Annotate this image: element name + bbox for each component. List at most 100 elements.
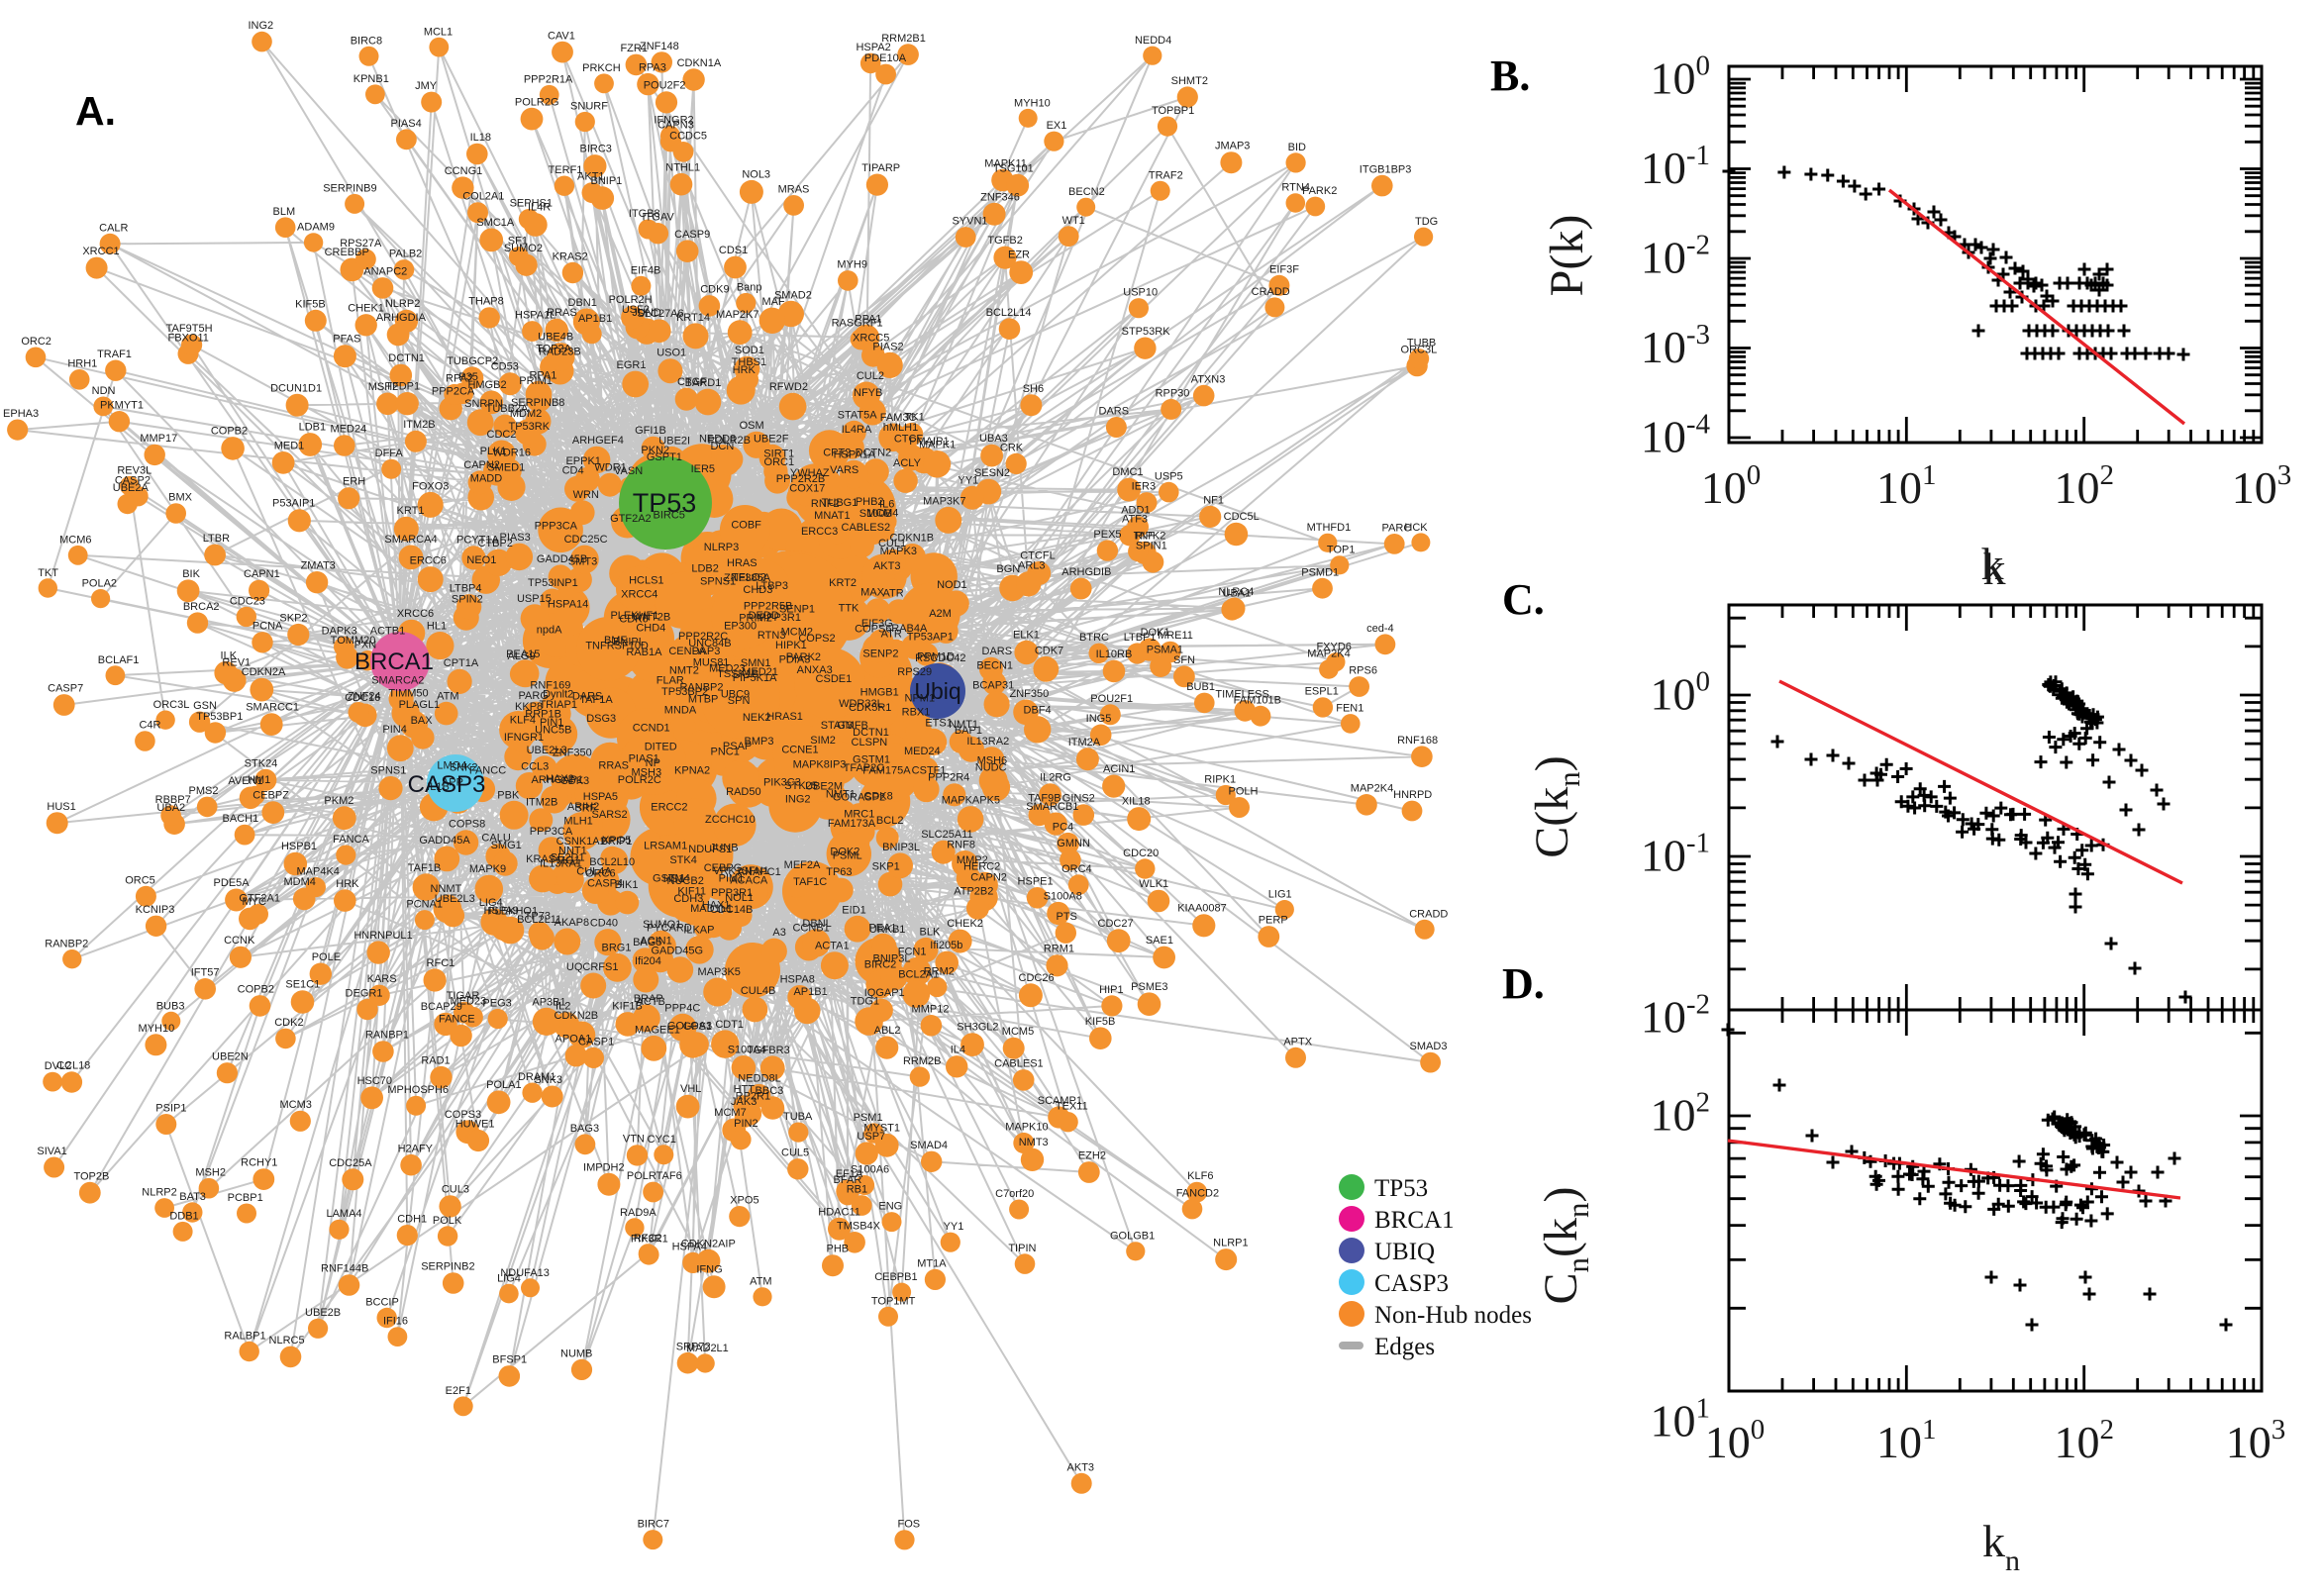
svg-text:k: k [1983,544,2006,594]
svg-text:MRC1: MRC1 [844,808,874,820]
svg-text:TUBB: TUBB [1407,338,1436,349]
svg-text:PCNA1: PCNA1 [406,899,443,911]
svg-text:COPS2: COPS2 [798,633,835,645]
svg-text:FCN1: FCN1 [898,946,927,957]
svg-text:CAV1: CAV1 [548,30,575,42]
svg-text:VRK1: VRK1 [713,865,742,877]
svg-text:MSH3: MSH3 [632,766,662,778]
svg-text:VASN: VASN [614,465,643,477]
svg-text:HUS1: HUS1 [47,801,75,813]
svg-text:RANBP2: RANBP2 [45,939,88,950]
svg-text:WRN: WRN [573,489,599,501]
svg-text:IQGAP1: IQGAP1 [864,987,905,999]
svg-text:BAX: BAX [411,715,434,727]
svg-text:MCL1: MCL1 [424,26,453,38]
svg-text:ARHGDIA: ARHGDIA [376,312,427,324]
svg-text:MADD: MADD [470,472,502,484]
svg-text:CAPN2: CAPN2 [970,872,1007,884]
svg-text:WNT2B: WNT2B [633,611,671,623]
svg-text:CTBP2: CTBP2 [477,538,512,549]
svg-text:JAK3: JAK3 [731,1096,757,1108]
svg-text:DAP3: DAP3 [692,646,721,657]
svg-text:MSH2: MSH2 [368,381,399,393]
svg-text:UBC9: UBC9 [721,688,750,700]
svg-text:KRT2: KRT2 [829,577,857,589]
svg-text:SPNS1: SPNS1 [700,576,736,588]
svg-text:PPP2R5B: PPP2R5B [744,601,793,613]
svg-text:PNC1: PNC1 [711,747,740,758]
svg-text:NMT3: NMT3 [1019,1137,1049,1148]
svg-text:CCND1: CCND1 [633,723,670,735]
svg-text:DCUN1D1: DCUN1D1 [270,382,322,394]
svg-text:SMN1: SMN1 [741,657,771,669]
svg-text:ZNF24: ZNF24 [348,690,381,702]
svg-text:FXYD6: FXYD6 [1316,642,1351,653]
svg-text:IL4: IL4 [951,1045,965,1056]
svg-text:DEDD: DEDD [749,610,779,622]
svg-text:WDR16: WDR16 [492,448,531,459]
svg-text:NEK2: NEK2 [743,712,771,724]
svg-text:USP5: USP5 [1155,470,1183,482]
svg-text:COPS6: COPS6 [855,624,891,636]
svg-text:Non-Hub nodes: Non-Hub nodes [1374,1302,1532,1329]
svg-text:RPP30: RPP30 [1156,387,1190,399]
svg-text:SLC27A6: SLC27A6 [638,308,684,320]
svg-text:ARHGDIB: ARHGDIB [1061,566,1111,578]
svg-text:ANAPC2: ANAPC2 [363,266,407,278]
svg-text:ORC3L: ORC3L [1401,344,1438,355]
svg-text:VARS: VARS [830,464,858,476]
svg-text:EPPK1: EPPK1 [565,455,600,467]
svg-text:MYST1: MYST1 [863,1122,900,1134]
svg-text:BRG1: BRG1 [602,942,632,953]
svg-text:HSPA9: HSPA9 [483,905,518,917]
svg-text:THBS1: THBS1 [732,356,766,368]
svg-text:GFI1B: GFI1B [635,425,666,437]
svg-text:Edges: Edges [1374,1334,1435,1360]
svg-text:CUL4B: CUL4B [741,985,775,997]
svg-text:USP10: USP10 [1123,287,1158,299]
svg-text:HRK: HRK [336,878,359,890]
svg-text:TOP2B: TOP2B [73,1170,109,1182]
svg-text:BRCA2: BRCA2 [183,601,220,613]
svg-text:PMAIP1: PMAIP1 [909,436,949,448]
svg-text:PARK2: PARK2 [786,651,821,663]
svg-text:RAB4A: RAB4A [891,623,928,635]
svg-text:BMX: BMX [168,492,193,504]
svg-text:GADD45B: GADD45B [537,553,587,565]
svg-text:PPP4C: PPP4C [664,1002,700,1014]
svg-text:YWHAZ: YWHAZ [790,467,830,479]
svg-text:CAPN1: CAPN1 [244,568,280,580]
svg-text:MAPK10: MAPK10 [1005,1121,1048,1133]
svg-text:BUB1: BUB1 [1186,681,1215,693]
svg-text:PARC: PARC [1382,523,1412,535]
svg-text:ACIN1: ACIN1 [640,936,671,948]
svg-text:RB1: RB1 [847,1184,867,1196]
svg-text:FANCC: FANCC [469,765,506,777]
svg-text:COPS8: COPS8 [449,819,485,831]
svg-text:EZR: EZR [1008,249,1030,261]
svg-text:TP63: TP63 [826,866,852,878]
svg-text:CASP9: CASP9 [674,229,710,241]
svg-text:ARHGEF4: ARHGEF4 [572,435,624,447]
svg-text:SARS2: SARS2 [592,809,628,821]
svg-text:DCTN2: DCTN2 [856,448,892,459]
svg-text:BGN: BGN [996,563,1020,575]
svg-text:HRH1: HRH1 [67,358,97,370]
svg-text:NLRP3: NLRP3 [704,542,739,553]
svg-text:100: 100 [1651,50,1711,104]
svg-text:MAP4K4: MAP4K4 [296,866,339,878]
svg-text:SIM2: SIM2 [810,735,836,747]
svg-text:ATP2B2: ATP2B2 [954,885,993,897]
svg-text:AKT3: AKT3 [873,560,901,572]
svg-text:MED23: MED23 [709,663,746,675]
svg-text:LIG4: LIG4 [497,1272,521,1284]
svg-text:HSPA4: HSPA4 [672,1241,707,1252]
svg-text:SYVN1: SYVN1 [952,216,987,228]
svg-text:HERC2: HERC2 [963,860,1000,872]
svg-text:SMC1A: SMC1A [476,217,515,229]
svg-text:CRADD: CRADD [1409,908,1448,920]
svg-text:GMNN: GMNN [1057,838,1090,849]
svg-text:RPA3: RPA3 [639,61,666,73]
svg-text:MYH10: MYH10 [1014,97,1051,109]
svg-text:HNRPD: HNRPD [1393,789,1432,801]
